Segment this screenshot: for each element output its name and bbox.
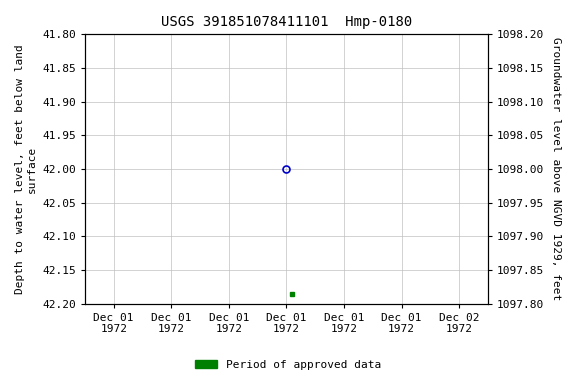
Title: USGS 391851078411101  Hmp-0180: USGS 391851078411101 Hmp-0180 — [161, 15, 412, 29]
Legend: Period of approved data: Period of approved data — [191, 356, 385, 375]
Y-axis label: Depth to water level, feet below land
surface: Depth to water level, feet below land su… — [15, 44, 37, 294]
Y-axis label: Groundwater level above NGVD 1929, feet: Groundwater level above NGVD 1929, feet — [551, 38, 561, 301]
